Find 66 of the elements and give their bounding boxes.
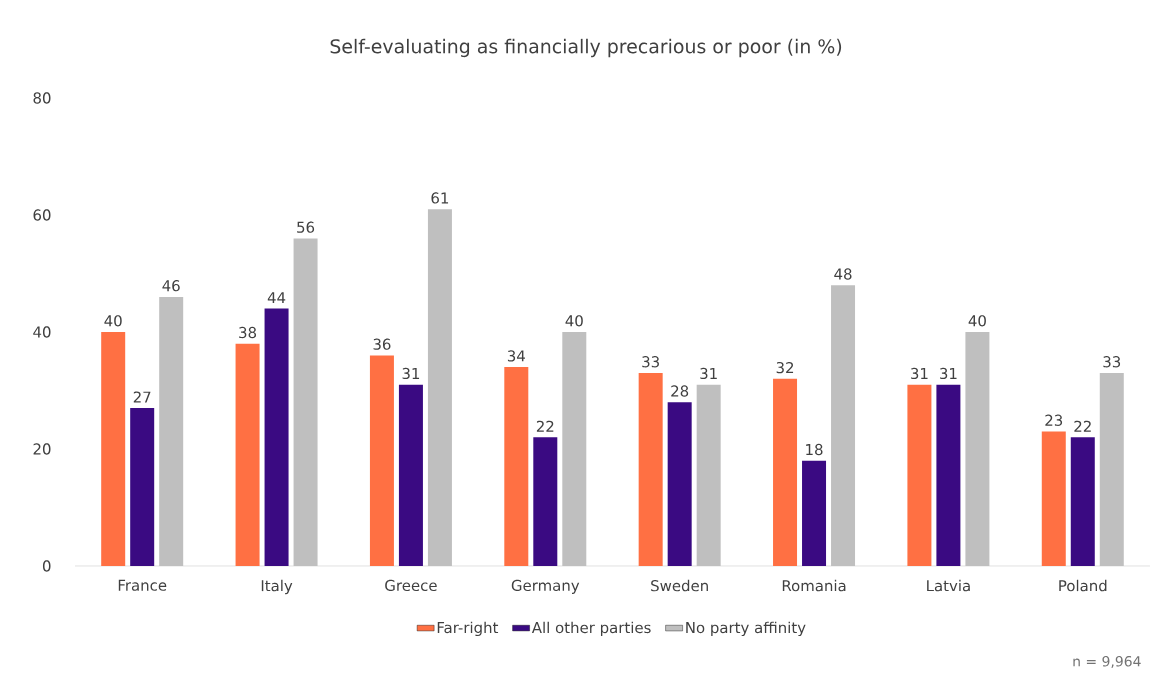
bar (264, 308, 289, 566)
y-tick-label: 80 (33, 92, 51, 104)
legend-label: All other parties (531, 621, 651, 637)
data-label: 38 (239, 326, 257, 339)
bar (101, 331, 126, 566)
data-label: 44 (267, 292, 286, 304)
bar (965, 331, 990, 566)
data-label: 27 (133, 391, 151, 403)
data-label: 32 (776, 361, 794, 374)
x-tick-label: Poland (1059, 579, 1107, 592)
data-label: 40 (968, 315, 986, 327)
data-label: 31 (402, 367, 420, 380)
data-label: 31 (911, 367, 928, 380)
legend-label: Far-right (437, 621, 499, 637)
bar (667, 402, 692, 566)
data-label: 22 (1074, 420, 1091, 432)
data-label: 34 (507, 350, 525, 362)
x-tick-label: France (118, 579, 167, 591)
chart-title: Self-evaluating as financially precarious or poor (in %) (330, 38, 842, 58)
bar (130, 408, 155, 566)
bar (907, 384, 932, 566)
data-label: 56 (297, 221, 315, 233)
data-label: 48 (834, 268, 852, 280)
bar (427, 209, 452, 566)
bar (398, 384, 423, 566)
x-tick-label: Latvia (927, 579, 970, 592)
data-label: 18 (806, 443, 823, 456)
bar (1099, 372, 1124, 566)
y-tick-label: 0 (42, 560, 51, 572)
y-tick-label: 20 (33, 443, 51, 455)
data-label: 36 (373, 338, 391, 350)
bar (936, 384, 961, 566)
data-label: 61 (431, 192, 449, 204)
x-tick-label: Italy (261, 579, 293, 595)
data-label: 31 (700, 367, 717, 380)
bar (235, 343, 260, 566)
x-tick-label: Sweden (651, 579, 708, 592)
data-label: 22 (536, 420, 554, 432)
x-tick-label: Romania (782, 579, 846, 592)
data-label: 23 (1045, 414, 1063, 426)
bar (504, 367, 529, 566)
y-tick-label: 40 (33, 326, 51, 338)
data-label: 28 (671, 385, 689, 397)
legend-label: No party affinity (686, 621, 806, 637)
data-label: 31 (940, 367, 957, 380)
data-label: 40 (565, 315, 583, 327)
text: n = 9,964 (1073, 655, 1141, 668)
data-label: 33 (1103, 356, 1121, 368)
data-label: 33 (642, 356, 659, 368)
data-label: 46 (162, 280, 180, 292)
bar (533, 437, 558, 566)
y-tick-label: 60 (33, 209, 51, 221)
bar (831, 285, 856, 566)
data-label: 40 (104, 315, 122, 327)
bar (802, 460, 827, 566)
x-tick-label: Greece (385, 579, 437, 592)
bar (638, 372, 663, 566)
bar (1070, 437, 1095, 566)
bar (773, 378, 798, 566)
bar (293, 238, 318, 566)
bar (562, 331, 587, 566)
x-tick-label: Germany (511, 579, 580, 594)
bar (369, 355, 394, 566)
bar (696, 384, 721, 566)
bar (1041, 431, 1066, 566)
bar (159, 296, 184, 566)
